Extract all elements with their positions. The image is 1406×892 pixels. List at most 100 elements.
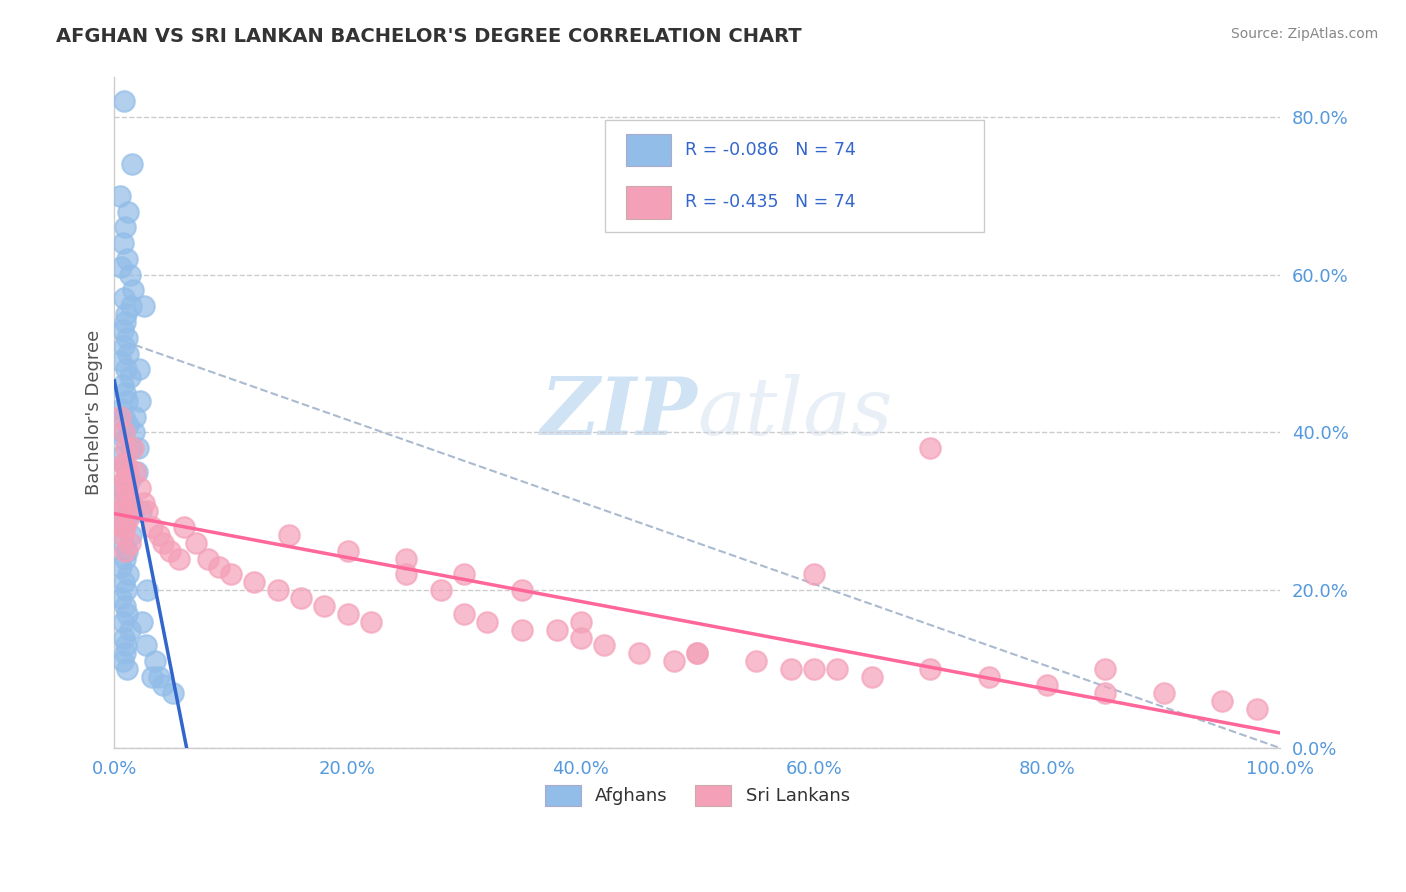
- Point: [779, 662, 801, 676]
- Point: [825, 662, 848, 676]
- Point: [148, 670, 170, 684]
- Point: [124, 465, 146, 479]
- Point: [117, 417, 139, 432]
- Point: [115, 583, 138, 598]
- Point: [112, 291, 135, 305]
- Point: [803, 567, 825, 582]
- Point: [122, 442, 145, 456]
- Point: [152, 536, 174, 550]
- Point: [167, 551, 190, 566]
- Point: [920, 442, 942, 456]
- Point: [1246, 701, 1268, 715]
- Point: [112, 520, 135, 534]
- Point: [120, 442, 142, 456]
- Point: [136, 583, 159, 598]
- Point: [686, 646, 709, 660]
- Point: [125, 465, 148, 479]
- Point: [111, 457, 134, 471]
- Point: [593, 639, 616, 653]
- Point: [1153, 686, 1175, 700]
- Point: [117, 465, 139, 479]
- Point: [127, 442, 149, 456]
- Point: [110, 559, 132, 574]
- Point: [162, 686, 184, 700]
- Point: [111, 323, 134, 337]
- Point: [114, 543, 136, 558]
- Point: [686, 646, 709, 660]
- Point: [278, 528, 301, 542]
- Point: [122, 284, 145, 298]
- Point: [112, 409, 135, 424]
- Point: [803, 662, 825, 676]
- Point: [860, 670, 883, 684]
- Point: [115, 393, 138, 408]
- Point: [118, 623, 141, 637]
- Point: [141, 670, 163, 684]
- Point: [115, 489, 138, 503]
- Point: [115, 362, 138, 376]
- Point: [135, 639, 157, 653]
- Point: [110, 489, 132, 503]
- Point: [111, 236, 134, 251]
- Text: R = -0.086   N = 74: R = -0.086 N = 74: [685, 141, 856, 159]
- Point: [111, 425, 134, 440]
- Point: [1094, 686, 1116, 700]
- Point: [546, 623, 568, 637]
- Point: [115, 662, 138, 676]
- Point: [110, 354, 132, 368]
- Point: [360, 615, 382, 629]
- Point: [453, 607, 475, 621]
- Point: [117, 567, 139, 582]
- Point: [117, 496, 139, 510]
- Point: [219, 567, 242, 582]
- Point: [129, 481, 152, 495]
- Point: [110, 504, 132, 518]
- Point: [115, 307, 138, 321]
- Point: [115, 331, 138, 345]
- Point: [110, 260, 132, 274]
- Point: [118, 536, 141, 550]
- Point: [131, 615, 153, 629]
- Point: [120, 528, 142, 542]
- Point: [141, 520, 163, 534]
- Point: [114, 646, 136, 660]
- Point: [122, 425, 145, 440]
- Point: [117, 346, 139, 360]
- Point: [114, 489, 136, 503]
- Point: [1094, 662, 1116, 676]
- Point: [477, 615, 499, 629]
- Point: [136, 504, 159, 518]
- Point: [114, 386, 136, 401]
- Point: [115, 465, 138, 479]
- Point: [112, 473, 135, 487]
- Point: [117, 512, 139, 526]
- Point: [120, 299, 142, 313]
- Point: [143, 654, 166, 668]
- Point: [453, 567, 475, 582]
- Point: [336, 607, 359, 621]
- Point: [395, 567, 418, 582]
- Point: [111, 520, 134, 534]
- Point: [395, 551, 418, 566]
- Point: [110, 401, 132, 416]
- Point: [744, 654, 766, 668]
- Point: [115, 639, 138, 653]
- Point: [920, 662, 942, 676]
- Point: [114, 220, 136, 235]
- Point: [114, 473, 136, 487]
- Legend: Afghans, Sri Lankans: Afghans, Sri Lankans: [537, 778, 858, 813]
- Point: [111, 528, 134, 542]
- Text: atlas: atlas: [697, 374, 893, 451]
- Point: [111, 615, 134, 629]
- Point: [627, 646, 650, 660]
- Point: [118, 370, 141, 384]
- Point: [430, 583, 453, 598]
- Point: [197, 551, 219, 566]
- Point: [208, 559, 231, 574]
- Point: [132, 299, 155, 313]
- Point: [662, 654, 685, 668]
- Point: [152, 678, 174, 692]
- Point: [112, 575, 135, 590]
- Point: [111, 481, 134, 495]
- Point: [132, 496, 155, 510]
